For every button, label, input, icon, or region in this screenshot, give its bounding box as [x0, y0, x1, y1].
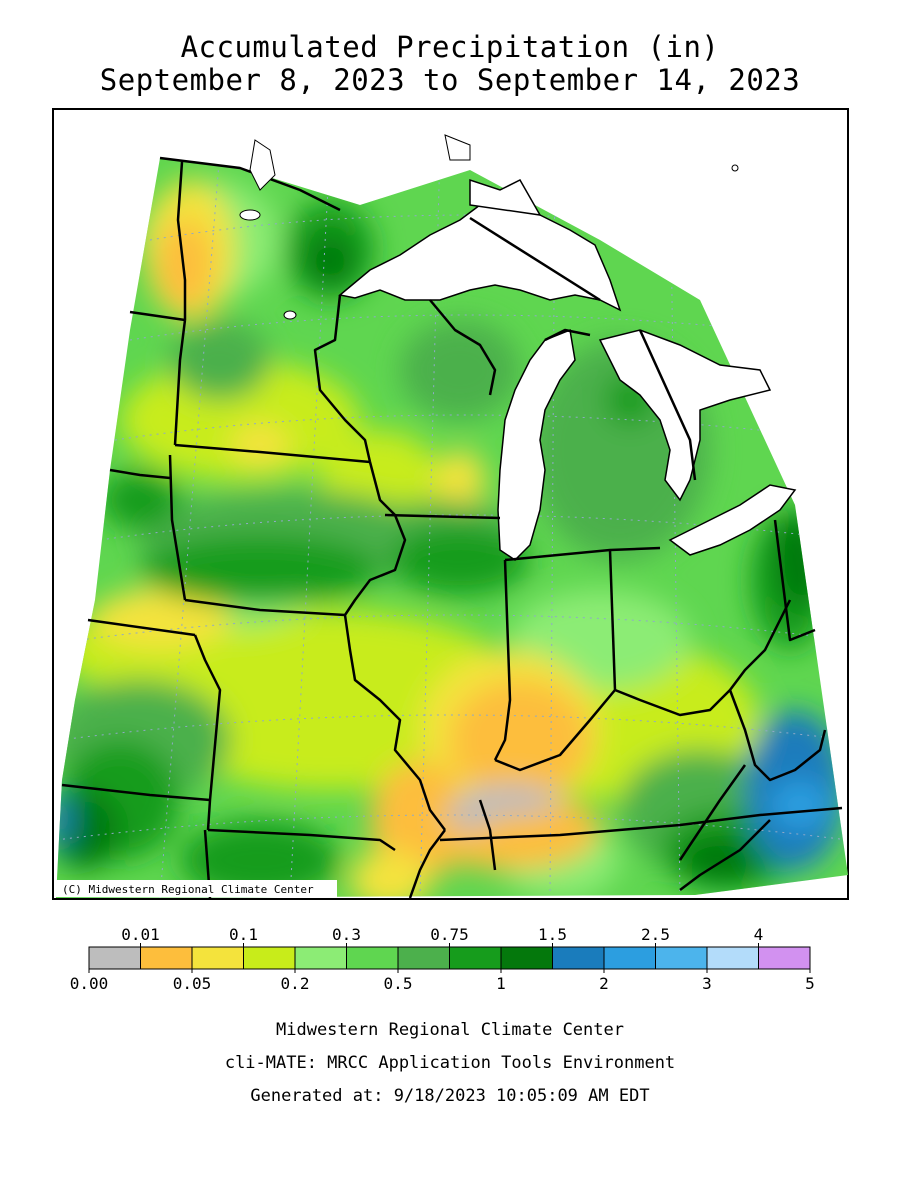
legend-swatch — [500, 946, 553, 970]
legend-swatch — [706, 946, 759, 970]
legend-swatch — [294, 946, 347, 970]
credit-org: Midwestern Regional Climate Center — [276, 1020, 624, 1040]
state-borders — [61, 156, 843, 899]
islands — [239, 134, 739, 320]
legend-label-bottom: 0.00 — [70, 974, 109, 993]
lake-michigan — [497, 328, 576, 561]
legend-label-top: 0.75 — [430, 925, 469, 944]
legend-swatch — [758, 946, 811, 970]
legend-label-top: 0.1 — [229, 925, 258, 944]
legend-swatch — [552, 946, 605, 970]
legend-label-bottom: 2 — [599, 974, 609, 993]
great-lakes — [338, 178, 797, 561]
legend-swatch — [397, 946, 450, 970]
legend-swatch — [243, 946, 296, 970]
legend-label-top: 0.3 — [332, 925, 361, 944]
legend: 0.01 0.1 0.3 0.75 1.5 2.5 4 0.00 0.05 0.2 0.5 1 2 3 5 — [70, 925, 815, 993]
legend-label-bottom: 0.05 — [173, 974, 212, 993]
lake-erie — [668, 484, 797, 556]
map-date-range: September 8, 2023 to September 14, 2023 — [99, 63, 801, 97]
legend-swatch — [449, 946, 502, 970]
legend-label-bottom: 5 — [805, 974, 815, 993]
legend-label-bottom: 0.2 — [281, 974, 310, 993]
credit-generated: Generated at: 9/18/2023 10:05:09 AM EDT — [250, 1086, 650, 1106]
legend-swatch — [191, 946, 244, 970]
copyright-box — [55, 880, 337, 897]
map-title: Accumulated Precipitation (in) — [180, 30, 720, 64]
lake-superior-canada-shore — [469, 178, 542, 216]
legend-swatch — [140, 946, 193, 970]
legend-label-top: 1.5 — [538, 925, 567, 944]
legend-label-bottom: 1 — [496, 974, 506, 993]
lake-superior — [338, 199, 622, 312]
legend-label-top: 0.01 — [121, 925, 160, 944]
legend-label-top: 4 — [754, 925, 764, 944]
legend-label-bottom: 0.5 — [384, 974, 413, 993]
legend-swatch — [346, 946, 399, 970]
legend-label-top: 2.5 — [641, 925, 670, 944]
legend-swatch — [88, 946, 141, 970]
legend-label-bottom: 3 — [702, 974, 712, 993]
credit-tool: cli-MATE: MRCC Application Tools Environ… — [224, 1053, 676, 1073]
legend-swatch — [603, 946, 656, 970]
legend-swatch — [655, 946, 708, 970]
lake-huron — [598, 329, 772, 502]
copyright-text: (C) Midwestern Regional Climate Center — [62, 883, 314, 896]
